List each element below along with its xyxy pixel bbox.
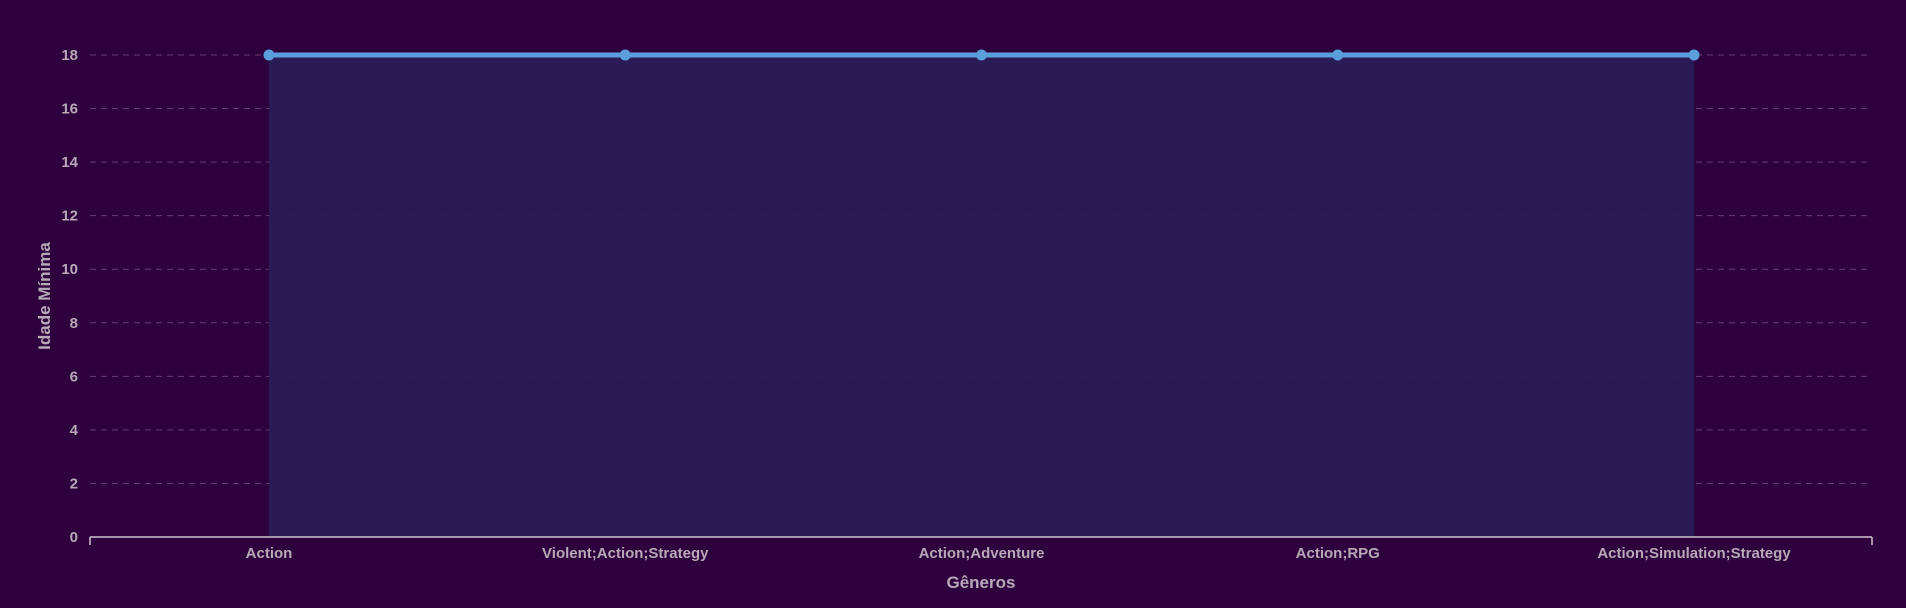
y-tick-label: 12 <box>61 208 78 225</box>
x-tick-label: Action;RPG <box>1296 545 1380 562</box>
y-axis-title: Idade Mínima <box>35 242 54 350</box>
data-points <box>263 49 1700 61</box>
data-point[interactable] <box>263 49 275 61</box>
y-tick-label: 2 <box>70 475 78 492</box>
x-tick-label: Action;Simulation;Strategy <box>1597 545 1791 562</box>
x-tick-label: Action <box>246 545 293 562</box>
y-tick-label: 18 <box>61 47 78 64</box>
y-tick-label: 10 <box>61 261 78 278</box>
tick-labels: 0 2 4 6 8 10 12 14 16 18 Action Violent;Action;Stra… <box>61 47 1791 562</box>
y-tick-label: 16 <box>61 101 78 118</box>
data-point[interactable] <box>1688 49 1700 61</box>
y-tick-label: 8 <box>70 315 78 332</box>
x-axis-title: Gêneros <box>947 573 1016 592</box>
data-point[interactable] <box>976 49 987 61</box>
data-point[interactable] <box>619 49 631 61</box>
area-fill-layer <box>269 55 1694 537</box>
y-tick-label: 4 <box>70 422 79 439</box>
x-tick-label: Violent;Action;Strategy <box>542 545 709 562</box>
y-tick-label: 6 <box>70 368 78 385</box>
area-fill <box>269 55 1694 537</box>
y-tick-label: 14 <box>61 154 78 171</box>
data-point[interactable] <box>1332 49 1344 61</box>
axes <box>89 536 1873 545</box>
y-tick-label: 0 <box>70 529 78 546</box>
x-tick-label: Action;Adventure <box>919 545 1045 562</box>
